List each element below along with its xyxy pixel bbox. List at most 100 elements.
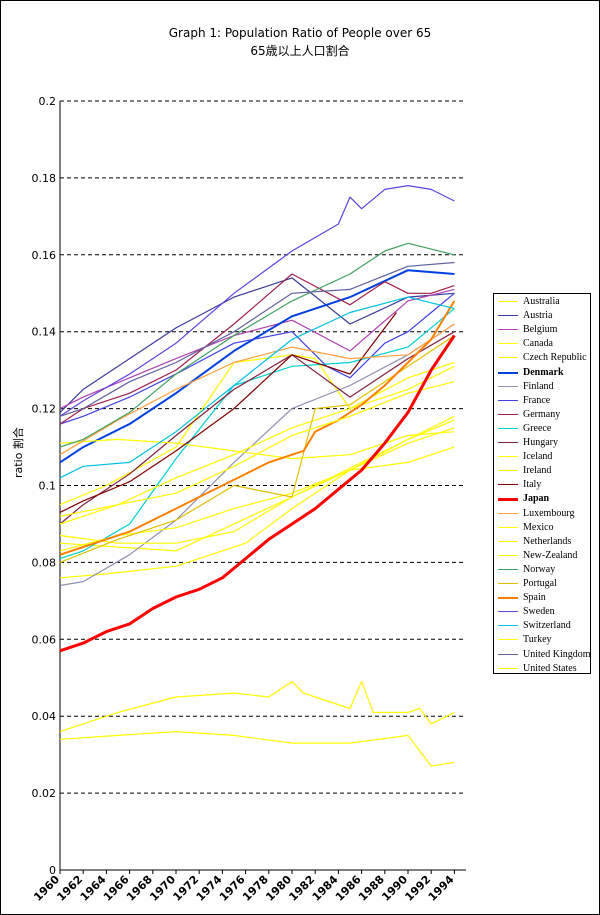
series-line-iceland: [59, 446, 455, 552]
legend-swatch: [498, 597, 518, 600]
y-tick-label: 0.02: [32, 787, 57, 800]
legend-label: Japan: [523, 493, 550, 505]
legend-label: Portugal: [523, 578, 557, 589]
y-tick-label: 0.12: [32, 403, 57, 416]
y-tick-label: 0.18: [32, 172, 57, 185]
x-tick-label: 1982: [286, 873, 317, 904]
legend-label: Finland: [523, 380, 554, 392]
legend-label: Germany: [523, 408, 561, 420]
legend-item: New-Zealand: [494, 549, 590, 563]
chart-title: Graph 1: Population Ratio of People over…: [168, 26, 432, 40]
series-line-norway: [59, 242, 455, 448]
legend-swatch: [498, 470, 518, 472]
y-tick-label: 0.16: [32, 249, 57, 262]
legend-item: Hungary: [494, 436, 590, 450]
legend-item: Switzerland: [494, 619, 590, 633]
legend-swatch: [498, 301, 518, 302]
legend-swatch: [498, 456, 518, 458]
series-line-finland: [59, 323, 455, 587]
legend-item: United Kingdom: [494, 648, 591, 662]
legend-item: Canada: [494, 337, 590, 351]
legend-item: Mexico: [494, 521, 590, 535]
series-line-united-states: [59, 381, 455, 517]
legend: Australia Austria Belgium Canada Czech Repub…: [493, 293, 591, 674]
legend-item: Australia: [494, 295, 590, 309]
series-line-belgium: [59, 288, 455, 410]
legend-swatch: [498, 371, 518, 374]
legend-label: Switzerland: [523, 620, 571, 632]
series-line-turkey: [59, 680, 455, 733]
legend-label: Austria: [523, 310, 553, 322]
series-line-portugal: [59, 335, 455, 563]
legend-item: France: [494, 394, 590, 408]
legend-label: Norway: [523, 563, 556, 575]
series-line-united-kingdom: [59, 261, 455, 417]
legend-swatch: [498, 554, 518, 556]
series-line-switzerland: [59, 296, 455, 479]
legend-item: Luxembourg: [494, 507, 590, 521]
y-tick-label: 0.14: [32, 326, 57, 339]
legend-label: Iceland: [523, 451, 553, 463]
legend-label: Spain: [523, 592, 546, 604]
legend-label: Luxembourg: [523, 507, 575, 519]
legend-label: Greece: [523, 422, 552, 434]
series-line-ireland: [59, 431, 455, 460]
legend-label: Netherlands: [523, 535, 572, 547]
legend-swatch: [498, 413, 518, 415]
chart-subtitle: 65歳以上人口割合: [250, 44, 350, 58]
series-line-greece: [59, 308, 455, 560]
y-tick-label: 0.04: [32, 710, 57, 723]
legend-swatch: [498, 498, 518, 502]
x-tick-label: 1972: [170, 873, 201, 904]
legend-label: France: [523, 394, 551, 406]
legend-label: New-Zealand: [523, 549, 578, 561]
series-line-luxembourg: [59, 323, 455, 456]
legend-item: Belgium: [494, 323, 590, 337]
series-line-spain: [59, 300, 456, 556]
legend-swatch: [498, 484, 518, 486]
series-line-italy: [59, 312, 397, 513]
series-line-netherlands: [59, 361, 455, 525]
series-line-canada: [59, 415, 455, 579]
y-tick-label: 0.08: [32, 556, 57, 569]
legend-label: Canada: [523, 338, 553, 350]
legend-label: United Kingdom: [523, 648, 591, 660]
legend-label: Turkey: [523, 634, 552, 646]
x-tick-label: 1968: [124, 873, 155, 904]
legend-item: Ireland: [494, 464, 590, 478]
legend-swatch: [498, 667, 518, 669]
y-tick-label: 0: [49, 864, 56, 877]
legend-swatch: [498, 357, 518, 359]
legend-label: Ireland: [523, 465, 552, 477]
legend-item: Germany: [494, 408, 590, 422]
series-line-japan: [59, 334, 456, 653]
series-line-germany: [59, 273, 455, 425]
x-tick-label: 1988: [356, 873, 387, 904]
legend-swatch: [498, 625, 518, 627]
legend-label: Denmark: [523, 366, 564, 378]
legend-item: Austria: [494, 309, 590, 323]
legend-item: Spain: [494, 591, 590, 605]
legend-item: Japan: [494, 492, 590, 506]
series-line-austria: [59, 277, 455, 413]
series-line-france: [59, 292, 455, 425]
legend-swatch: [498, 568, 518, 570]
legend-swatch: [498, 399, 518, 401]
series-line-mexico: [59, 730, 455, 767]
legend-swatch: [498, 540, 518, 542]
legend-swatch: [498, 512, 518, 514]
y-tick-label: 0.2: [39, 95, 57, 108]
legend-swatch: [498, 611, 518, 613]
legend-swatch: [498, 329, 518, 331]
legend-label: Mexico: [523, 521, 554, 533]
y-tick-label: 0.06: [32, 633, 57, 646]
legend-swatch: [498, 583, 518, 584]
series-line-sweden: [59, 185, 455, 417]
legend-swatch: [498, 442, 518, 443]
legend-label: Czech Republic: [523, 352, 587, 364]
legend-item: Portugal: [494, 577, 590, 591]
legend-item: Iceland: [494, 450, 590, 464]
x-tick-label: 1994: [426, 873, 457, 904]
series-line-denmark: [59, 269, 455, 464]
